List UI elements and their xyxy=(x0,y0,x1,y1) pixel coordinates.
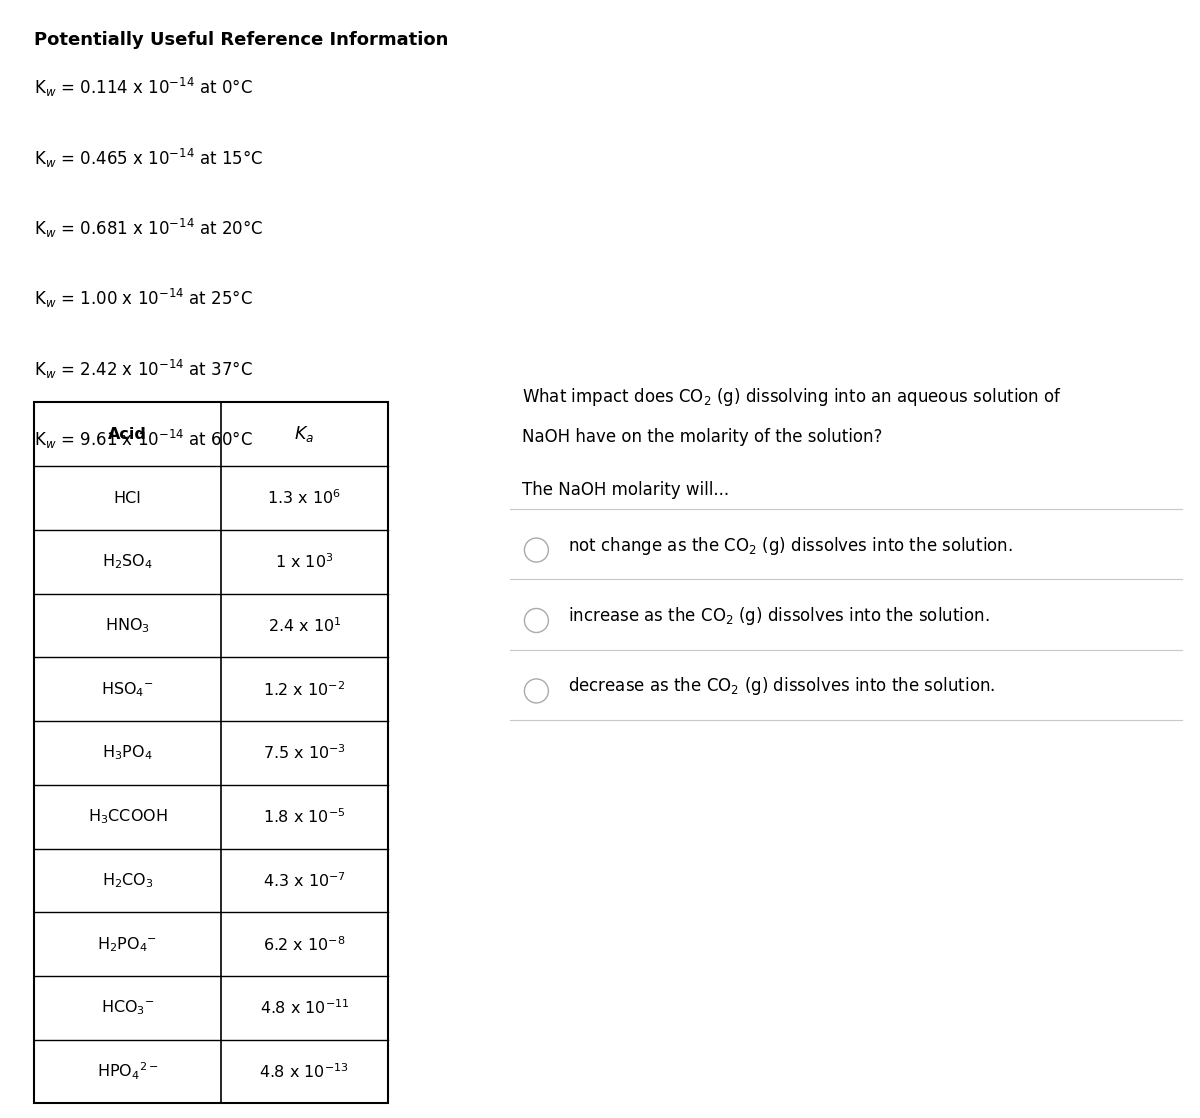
Text: The NaOH molarity will...: The NaOH molarity will... xyxy=(522,481,730,499)
Text: not change as the CO$_2$ (g) dissolves into the solution.: not change as the CO$_2$ (g) dissolves i… xyxy=(568,534,1013,557)
Text: decrease as the CO$_2$ (g) dissolves into the solution.: decrease as the CO$_2$ (g) dissolves int… xyxy=(568,675,995,698)
Text: 4.8 x 10$^{-13}$: 4.8 x 10$^{-13}$ xyxy=(259,1062,349,1081)
Text: HCl: HCl xyxy=(114,491,142,505)
Text: 4.8 x 10$^{-11}$: 4.8 x 10$^{-11}$ xyxy=(259,998,349,1017)
Text: 1.8 x 10$^{-5}$: 1.8 x 10$^{-5}$ xyxy=(263,807,346,826)
Text: K$_w$ = 2.42 x 10$^{-14}$ at 37°C: K$_w$ = 2.42 x 10$^{-14}$ at 37°C xyxy=(34,358,252,381)
Text: K$_w$ = 1.00 x 10$^{-14}$ at 25°C: K$_w$ = 1.00 x 10$^{-14}$ at 25°C xyxy=(34,287,252,311)
Text: 1.2 x 10$^{-2}$: 1.2 x 10$^{-2}$ xyxy=(263,680,346,699)
Text: $K_a$: $K_a$ xyxy=(294,425,314,444)
FancyBboxPatch shape xyxy=(34,402,388,1103)
Text: H$_2$PO$_4$$^{-}$: H$_2$PO$_4$$^{-}$ xyxy=(97,935,157,954)
Text: K$_w$ = 0.114 x 10$^{-14}$ at 0°C: K$_w$ = 0.114 x 10$^{-14}$ at 0°C xyxy=(34,76,252,100)
Text: 7.5 x 10$^{-3}$: 7.5 x 10$^{-3}$ xyxy=(263,743,346,762)
Text: Potentially Useful Reference Information: Potentially Useful Reference Information xyxy=(34,31,448,49)
Text: 2.4 x 10$^1$: 2.4 x 10$^1$ xyxy=(268,616,341,635)
Text: HNO$_3$: HNO$_3$ xyxy=(104,616,150,635)
Text: HCO$_3$$^{-}$: HCO$_3$$^{-}$ xyxy=(101,998,155,1017)
Text: H$_3$PO$_4$: H$_3$PO$_4$ xyxy=(102,743,152,762)
Text: HSO$_4$$^{-}$: HSO$_4$$^{-}$ xyxy=(101,680,154,699)
Text: 6.2 x 10$^{-8}$: 6.2 x 10$^{-8}$ xyxy=(263,935,346,954)
Text: K$_w$ = 0.681 x 10$^{-14}$ at 20°C: K$_w$ = 0.681 x 10$^{-14}$ at 20°C xyxy=(34,217,263,240)
Text: What impact does CO$_2$ (g) dissolving into an aqueous solution of: What impact does CO$_2$ (g) dissolving i… xyxy=(522,386,1062,408)
Text: H$_2$SO$_4$: H$_2$SO$_4$ xyxy=(102,552,152,571)
Text: K$_w$ = 0.465 x 10$^{-14}$ at 15°C: K$_w$ = 0.465 x 10$^{-14}$ at 15°C xyxy=(34,146,263,170)
Text: K$_w$ = 9.61 x 10$^{-14}$ at 60°C: K$_w$ = 9.61 x 10$^{-14}$ at 60°C xyxy=(34,428,252,452)
Text: increase as the CO$_2$ (g) dissolves into the solution.: increase as the CO$_2$ (g) dissolves int… xyxy=(568,605,989,627)
Text: H$_3$CCOOH: H$_3$CCOOH xyxy=(88,807,167,826)
Text: H$_2$CO$_3$: H$_2$CO$_3$ xyxy=(102,871,154,890)
Text: 1 x 10$^3$: 1 x 10$^3$ xyxy=(275,552,334,571)
Text: Acid: Acid xyxy=(108,427,146,442)
Text: HPO$_4$$^{2-}$: HPO$_4$$^{2-}$ xyxy=(97,1061,158,1082)
Text: NaOH have on the molarity of the solution?: NaOH have on the molarity of the solutio… xyxy=(522,428,882,446)
Text: 1.3 x 10$^6$: 1.3 x 10$^6$ xyxy=(268,489,341,508)
Text: 4.3 x 10$^{-7}$: 4.3 x 10$^{-7}$ xyxy=(263,871,346,890)
